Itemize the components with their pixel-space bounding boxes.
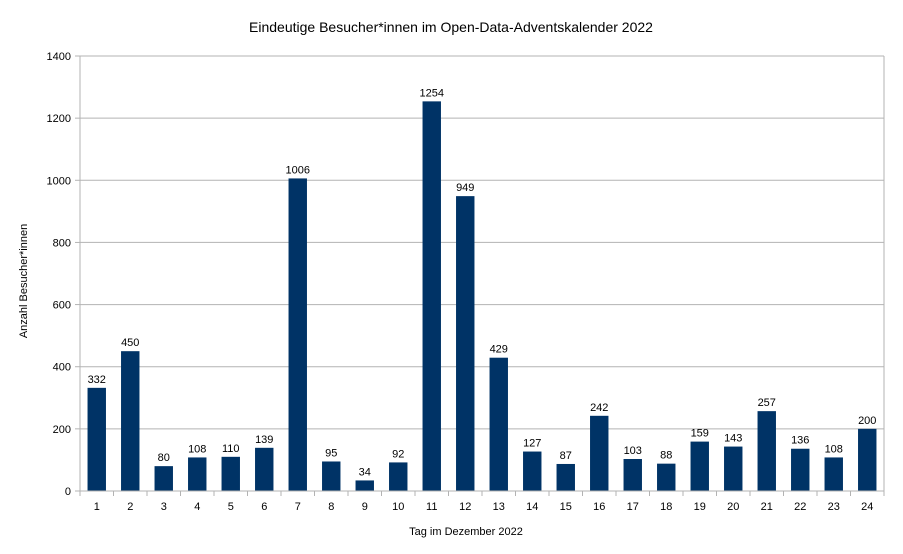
x-tick-label: 23 [828, 501, 840, 513]
x-tick-label: 14 [526, 501, 538, 513]
data-label: 1006 [286, 164, 310, 176]
y-tick-label: 800 [53, 237, 71, 249]
data-label: 332 [88, 374, 106, 386]
data-label: 95 [325, 447, 337, 459]
bar-day-21 [757, 411, 776, 491]
x-tick-label: 22 [794, 501, 806, 513]
bar-day-16 [590, 415, 609, 491]
bar-day-13 [489, 357, 508, 491]
y-tick-label: 200 [53, 424, 71, 436]
x-axis-ticks: 1 2 3 4 5 6 7 8 9 10 11 12 13 14 15 16 17 18 19 20 21 22 23 24 [79, 491, 885, 513]
bar-day-18 [657, 463, 676, 491]
x-tick-label: 15 [560, 501, 572, 513]
y-tick-label: 1400 [47, 51, 71, 63]
bar-day-19 [690, 441, 709, 491]
x-tick-label: 3 [161, 501, 167, 513]
data-labels: 332 450 80 108 110 139 1006 95 34 92 1254 949 429 127… [88, 87, 877, 478]
bar-day-15 [556, 463, 575, 491]
bar-day-14 [523, 451, 542, 491]
x-tick-label: 18 [660, 501, 672, 513]
x-tick-label: 7 [295, 501, 301, 513]
bar-day-23 [824, 457, 843, 491]
bar-day-10 [389, 462, 408, 491]
bar-day-5 [221, 456, 240, 491]
bar-day-24 [858, 428, 877, 491]
gridlines [80, 55, 884, 492]
x-tick-label: 16 [593, 501, 605, 513]
bar-day-17 [623, 458, 642, 491]
x-tick-label: 1 [94, 501, 100, 513]
data-label: 949 [456, 182, 474, 194]
bar-day-6 [255, 447, 274, 491]
bars [87, 101, 877, 491]
data-label: 80 [158, 452, 170, 464]
bar-day-20 [724, 446, 743, 491]
x-tick-label: 4 [194, 501, 200, 513]
data-label: 110 [222, 443, 240, 455]
data-label: 103 [624, 445, 642, 457]
data-label: 143 [724, 433, 742, 445]
data-label: 87 [560, 450, 572, 462]
bar-day-12 [456, 196, 475, 491]
data-label: 429 [490, 344, 508, 356]
data-label: 1254 [420, 87, 444, 99]
data-label: 127 [523, 438, 541, 450]
x-tick-label: 6 [261, 501, 267, 513]
data-label: 108 [825, 443, 843, 455]
chart-title: Eindeutige Besucher*innen im Open-Data-A… [249, 19, 653, 35]
data-label: 200 [858, 415, 876, 427]
bar-day-8 [322, 461, 341, 491]
data-label: 159 [691, 428, 709, 440]
bar-day-11 [422, 101, 441, 491]
bar-day-4 [188, 457, 207, 491]
y-axis-label: Anzahl Besucher*innen [18, 224, 30, 338]
bar-day-3 [154, 466, 173, 491]
x-tick-label: 5 [228, 501, 234, 513]
data-label: 92 [392, 448, 404, 460]
x-tick-label: 8 [328, 501, 334, 513]
data-label: 88 [660, 450, 672, 462]
y-axis-ticks: 0 200 400 600 800 1000 1200 1400 [47, 51, 80, 498]
x-tick-label: 12 [459, 501, 471, 513]
bar-day-7 [288, 178, 307, 491]
bar-day-22 [791, 448, 810, 491]
axes [79, 56, 885, 492]
x-tick-label: 21 [761, 501, 773, 513]
data-label: 450 [121, 337, 139, 349]
x-tick-label: 13 [493, 501, 505, 513]
bar-day-2 [121, 351, 140, 491]
x-tick-label: 11 [426, 501, 437, 513]
data-label: 242 [590, 402, 608, 414]
data-label: 34 [359, 466, 371, 478]
x-tick-label: 17 [627, 501, 639, 513]
x-axis-label: Tag im Dezember 2022 [409, 526, 523, 538]
x-tick-label: 20 [727, 501, 739, 513]
x-tick-label: 9 [362, 501, 368, 513]
bar-day-9 [355, 480, 374, 491]
data-label: 139 [255, 434, 273, 446]
y-tick-label: 1000 [47, 175, 71, 187]
y-tick-label: 1200 [47, 113, 71, 125]
x-tick-label: 19 [694, 501, 706, 513]
y-tick-label: 600 [53, 300, 71, 312]
x-tick-label: 24 [861, 501, 873, 513]
x-tick-label: 2 [127, 501, 133, 513]
x-tick-label: 10 [392, 501, 404, 513]
y-tick-label: 400 [53, 362, 71, 374]
y-tick-label: 0 [65, 486, 71, 498]
data-label: 257 [758, 397, 776, 409]
bar-day-1 [87, 387, 106, 491]
data-label: 108 [188, 443, 206, 455]
data-label: 136 [791, 435, 809, 447]
